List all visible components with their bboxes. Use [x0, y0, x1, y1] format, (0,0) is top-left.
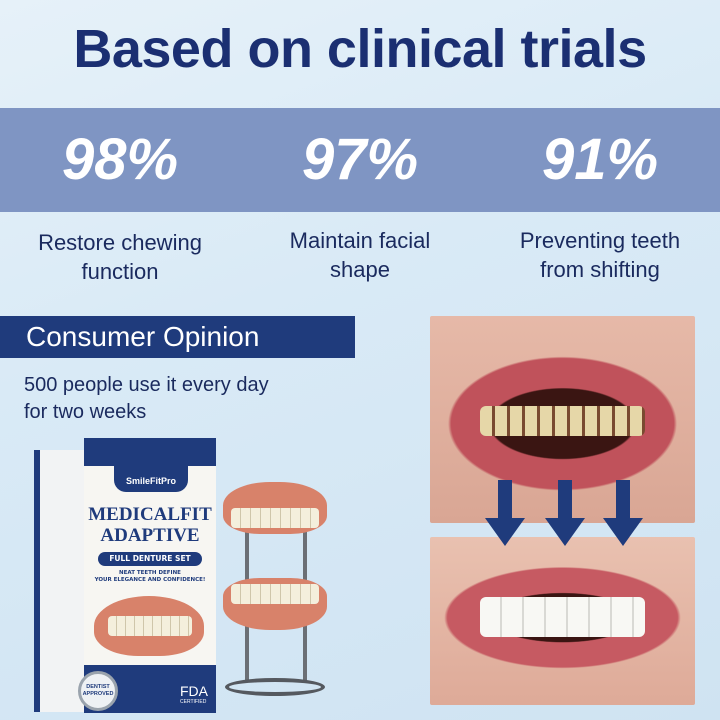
stat-label-line: Preventing teeth	[519, 228, 681, 253]
stat-label: Preventing teeth from shifting	[480, 226, 720, 286]
stat-label-line: function	[81, 259, 159, 284]
product-name-line: ADAPTIVE	[100, 525, 200, 546]
tagline-line: YOUR ELEGANCE AND CONFIDENCE!	[94, 577, 206, 583]
product-type-pill: FULL DENTURE SET	[98, 552, 202, 566]
product-box: SmileFitPro MEDICALFIT ADAPTIVE FULL DENT…	[34, 438, 216, 713]
down-arrow-icon	[603, 480, 643, 546]
upper-denture	[223, 482, 327, 534]
stand-base	[225, 678, 325, 696]
fda-sub: CERTIFIED	[180, 699, 207, 705]
product-name-line: MEDICALFIT	[88, 504, 212, 525]
tagline: NEAT TEETH DEFINE YOUR ELEGANCE AND CONFI…	[88, 570, 212, 584]
dentist-approved-badge: DENTIST APPROVED	[78, 671, 118, 711]
denture-on-stand	[215, 482, 335, 702]
fda-label: FDA	[180, 683, 208, 699]
stat-label-line: from shifting	[540, 257, 660, 282]
stats-band: 98% 97% 91%	[0, 108, 720, 212]
opinion-text: 500 people use it every day for two weeks	[24, 372, 344, 426]
tagline-line: NEAT TEETH DEFINE	[119, 570, 181, 576]
stat-value: 91%	[541, 127, 659, 192]
fda-mark: FDA CERTIFIED	[180, 683, 208, 705]
opinion-line: 500 people use it every day	[24, 374, 269, 396]
stat-value: 97%	[301, 127, 419, 192]
box-front: SmileFitPro MEDICALFIT ADAPTIVE FULL DENT…	[78, 438, 216, 713]
stat-value: 98%	[61, 127, 179, 192]
stat-label: Restore chewing function	[0, 228, 240, 286]
brand-logo: SmileFitPro	[114, 452, 188, 492]
box-side	[34, 450, 84, 712]
opinion-line: for two weeks	[24, 401, 147, 423]
straight-teeth	[480, 597, 645, 637]
denture-image	[94, 596, 204, 656]
product-name: MEDICALFIT ADAPTIVE	[84, 504, 216, 546]
stat-descriptions: Restore chewing function Maintain facial s…	[0, 228, 720, 286]
down-arrow-icon	[545, 480, 585, 546]
stat-label-line: shape	[330, 257, 390, 282]
down-arrow-icon	[485, 480, 525, 546]
headline: Based on clinical trials	[73, 19, 647, 79]
stat-label: Maintain facial shape	[240, 226, 480, 286]
lower-denture	[223, 578, 327, 630]
consumer-opinion-banner: Consumer Opinion	[0, 316, 355, 358]
after-photo	[430, 537, 695, 705]
stat-label-line: Restore chewing	[38, 230, 202, 255]
crooked-teeth	[480, 406, 645, 436]
stat-label-line: Maintain facial	[289, 228, 431, 253]
